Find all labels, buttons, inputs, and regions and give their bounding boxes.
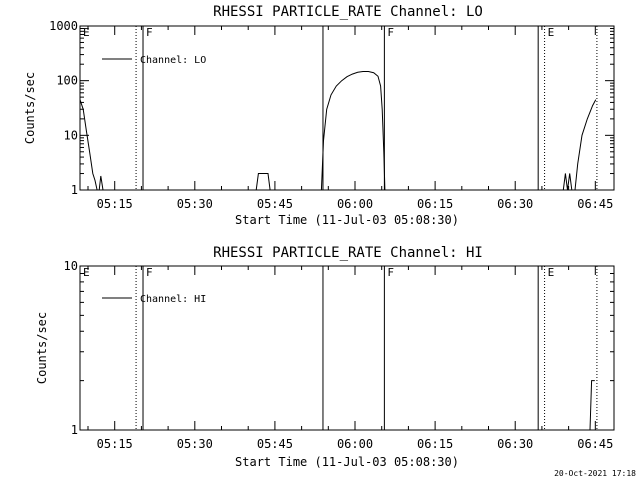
lo-xtick-label-0: 05:15 bbox=[97, 197, 133, 211]
lo-channel-panel: RHESSI PARTICLE_RATE Channel: LO E F F E 1 1… bbox=[23, 4, 615, 227]
lo-ytick-label-0: 1 bbox=[71, 183, 78, 197]
hi-xtick-label-0: 05:15 bbox=[97, 437, 133, 451]
hi-legend: Channel: HI bbox=[102, 294, 206, 305]
hi-xtick-label-3: 06:00 bbox=[337, 437, 373, 451]
hi-xtick-label-2: 05:45 bbox=[257, 437, 293, 451]
lo-marker-label-2: F bbox=[146, 26, 153, 39]
hi-xtick-label-1: 05:30 bbox=[177, 437, 213, 451]
hi-xtick-label-5: 06:30 bbox=[497, 437, 533, 451]
lo-series-segment-3 bbox=[320, 71, 386, 191]
lo-marker-label-0: E bbox=[83, 26, 90, 39]
hi-channel-panel: RHESSI PARTICLE_RATE Channel: HI E F F E 1 1… bbox=[35, 245, 615, 469]
lo-marker-label-6: E bbox=[548, 26, 555, 39]
lo-plot-frame bbox=[79, 25, 615, 191]
lo-legend: Channel: LO bbox=[102, 55, 206, 66]
hi-ytick-label-0: 1 bbox=[71, 423, 78, 437]
hi-chart-title: RHESSI PARTICLE_RATE Channel: HI bbox=[213, 245, 483, 261]
hi-y-axis-label: Counts/sec bbox=[35, 312, 49, 384]
lo-ytick-label-2: 100 bbox=[56, 74, 78, 88]
hi-marker-label-4: F bbox=[387, 266, 394, 279]
lo-x-axis-label: Start Time (11-Jul-03 05:08:30) bbox=[235, 213, 459, 227]
hi-marker-label-2: F bbox=[146, 266, 153, 279]
lo-xtick-label-6: 06:45 bbox=[577, 197, 613, 211]
hi-marker-label-0: E bbox=[83, 266, 90, 279]
lo-xtick-label-2: 05:45 bbox=[257, 197, 293, 211]
lo-xtick-label-1: 05:30 bbox=[177, 197, 213, 211]
lo-legend-label: Channel: LO bbox=[140, 55, 206, 66]
lo-xtick-label-5: 06:30 bbox=[497, 197, 533, 211]
lo-marker-label-4: F bbox=[387, 26, 394, 39]
hi-plot-frame bbox=[79, 265, 615, 431]
hi-x-axis-label: Start Time (11-Jul-03 05:08:30) bbox=[235, 455, 459, 469]
hi-xtick-label-6: 06:45 bbox=[577, 437, 613, 451]
lo-xtick-label-4: 06:15 bbox=[417, 197, 453, 211]
lo-y-axis-label: Counts/sec bbox=[23, 72, 37, 144]
lo-ytick-label-1: 10 bbox=[64, 128, 78, 142]
hi-marker-label-6: E bbox=[548, 266, 555, 279]
lo-chart-title: RHESSI PARTICLE_RATE Channel: LO bbox=[213, 4, 483, 20]
lo-ytick-label-3: 1000 bbox=[49, 19, 78, 33]
hi-legend-label: Channel: HI bbox=[140, 294, 206, 305]
hi-xtick-label-4: 06:15 bbox=[417, 437, 453, 451]
hi-series-segment-0 bbox=[589, 380, 595, 431]
lo-xtick-label-3: 06:00 bbox=[337, 197, 373, 211]
lo-series-segment-1 bbox=[98, 175, 104, 191]
generation-timestamp: 20-Oct-2021 17:18 bbox=[554, 469, 636, 478]
hi-ytick-label-1: 10 bbox=[64, 259, 78, 273]
lo-series-segment-2 bbox=[255, 173, 271, 191]
